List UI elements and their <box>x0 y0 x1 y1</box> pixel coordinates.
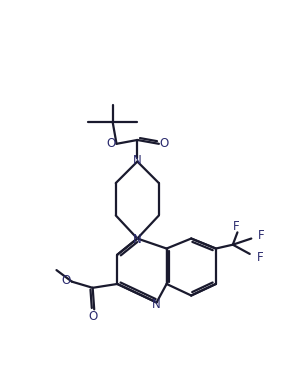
Text: O: O <box>88 310 97 323</box>
Text: F: F <box>258 229 265 242</box>
Text: N: N <box>133 154 142 167</box>
Text: N: N <box>133 233 142 246</box>
Text: O: O <box>62 275 71 287</box>
Text: O: O <box>160 137 169 150</box>
Text: N: N <box>152 298 161 311</box>
Text: F: F <box>233 220 240 234</box>
Text: O: O <box>107 137 116 150</box>
Text: F: F <box>256 250 263 264</box>
